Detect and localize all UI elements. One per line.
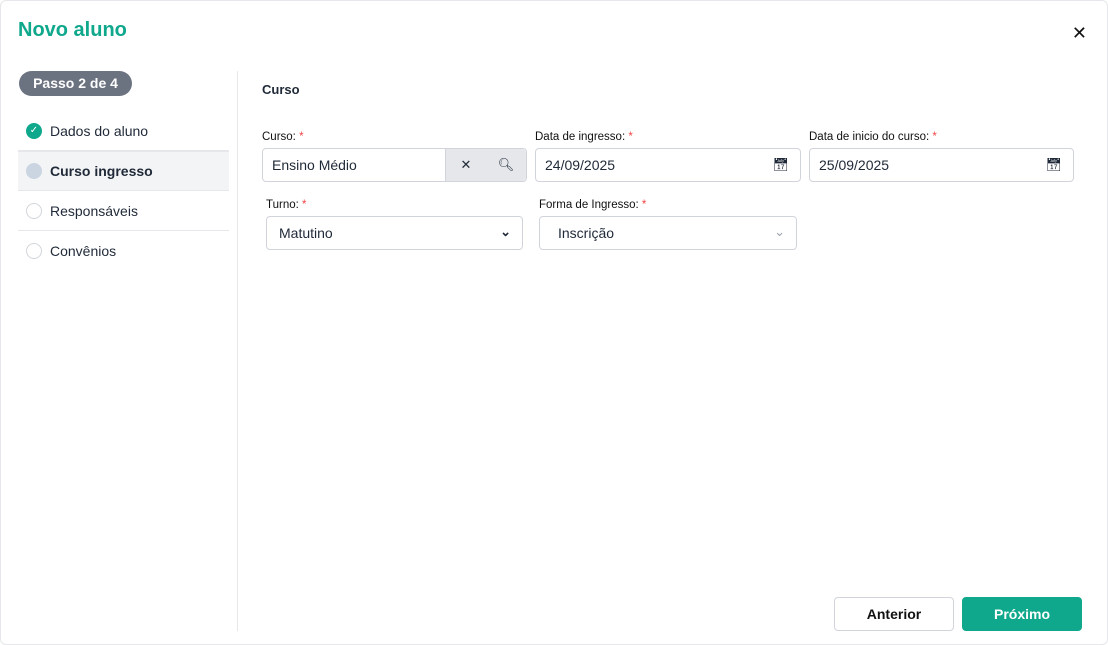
close-icon[interactable]: ✕ [1071,23,1087,43]
field-label: Forma de Ingresso: [539,199,639,211]
check-circle-icon: ✓ [26,122,42,139]
curso-input[interactable]: Ensino Médio ✕ 🔍︎ [262,148,527,182]
data-inicio-field: Data de inicio do curso: * 25/09/2025 📅︎ [809,131,1074,182]
dialog-title: Novo aluno [18,19,127,41]
chevron-down-icon: ⌄ [774,224,785,239]
required-mark: * [299,131,304,143]
chevron-down-icon: ⌄ [500,224,511,239]
data-ingresso-field: Data de ingresso: * 24/09/2025 📅︎ [535,131,801,182]
forma-ingresso-value: Inscrição [558,225,615,241]
step-badge: Passo 2 de 4 [19,71,132,96]
turno-value: Matutino [279,225,333,241]
required-mark: * [641,199,647,211]
turno-field: Turno: * Matutino ⌄ [266,199,523,250]
empty-circle-icon [26,243,42,259]
sidebar-item-label: Curso ingresso [50,163,153,179]
field-label: Turno: [266,199,299,211]
field-label: Data de ingresso: [535,131,626,143]
forma-ingresso-select[interactable]: Inscrição ⌄ [539,216,797,250]
required-mark: * [302,199,307,211]
empty-circle-icon [26,202,42,219]
sidebar-item-curso-ingresso[interactable]: Curso ingresso [18,151,229,191]
divider [237,71,238,631]
field-label: Curso: [262,131,296,143]
curso-field: Curso: * Ensino Médio ✕ 🔍︎ [262,131,527,182]
next-button[interactable]: Próximo [962,597,1082,631]
curso-value: Ensino Médio [272,157,357,173]
search-icon[interactable]: 🔍︎ [497,157,515,172]
clear-icon[interactable]: ✕ [460,157,472,172]
required-mark: * [628,131,633,143]
current-step-icon [26,163,42,179]
calendar-icon[interactable]: 📅︎ [1045,157,1062,172]
data-inicio-input[interactable]: 25/09/2025 📅︎ [809,148,1074,182]
required-mark: * [932,131,937,143]
forma-ingresso-field: Forma de Ingresso: * Inscrição ⌄ [539,199,797,250]
section-title: Curso [262,82,300,97]
data-ingresso-value: 24/09/2025 [545,157,616,173]
sidebar-item-responsaveis[interactable]: Responsáveis [18,191,229,231]
sidebar-item-label: Responsáveis [50,202,138,219]
sidebar-item-label: Convênios [50,243,117,259]
steps-sidebar: ✓ Dados do aluno Curso ingresso Responsáv… [18,111,229,271]
sidebar-item-dados-do-aluno[interactable]: ✓ Dados do aluno [18,111,229,151]
field-label: Data de inicio do curso: [809,131,930,143]
data-inicio-value: 25/09/2025 [819,157,890,173]
sidebar-item-convenios[interactable]: Convênios [18,231,229,271]
turno-select[interactable]: Matutino ⌄ [266,216,523,250]
previous-button[interactable]: Anterior [834,597,954,631]
data-ingresso-input[interactable]: 24/09/2025 📅︎ [535,148,801,182]
calendar-icon[interactable]: 📅︎ [772,157,789,172]
sidebar-item-label: Dados do aluno [50,122,149,139]
